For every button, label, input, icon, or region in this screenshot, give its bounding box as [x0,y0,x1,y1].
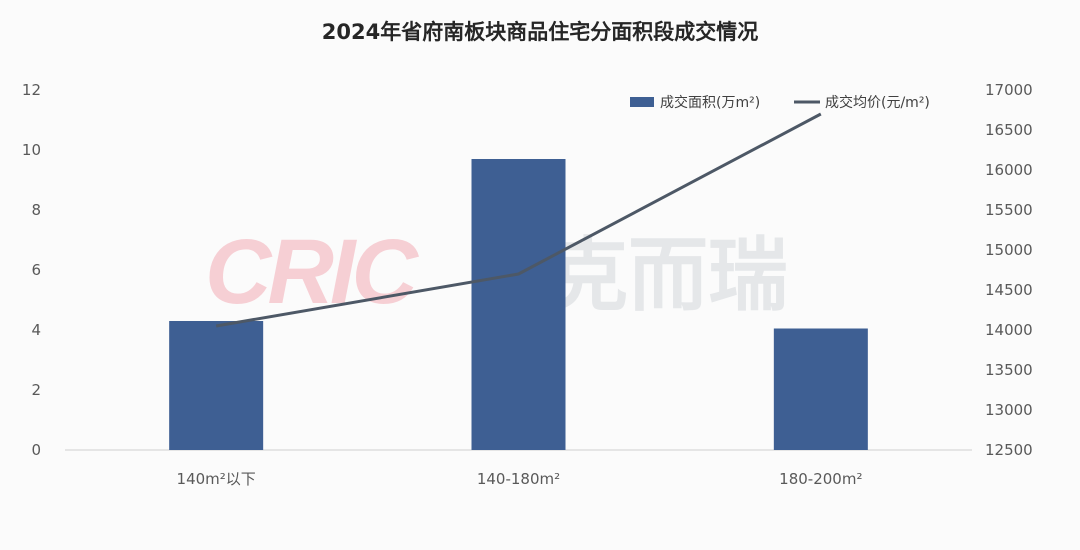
legend: 成交面积(万m²) 成交均价(元/m²) [630,94,930,111]
x-tick-label: 140-180m² [477,470,560,488]
right-tick-label: 15000 [985,241,1033,259]
right-tick-label: 15500 [985,201,1033,219]
legend-line-label: 成交均价(元/m²) [825,94,930,111]
left-tick-label: 12 [22,81,41,99]
x-tick-label: 180-200m² [779,470,862,488]
legend-bar-swatch [630,97,654,107]
x-axis-ticks: 140m²以下 140-180m² 180-200m² [177,470,863,488]
right-tick-label: 16000 [985,161,1033,179]
left-tick-label: 10 [22,141,41,159]
left-tick-label: 4 [31,321,41,339]
bar [773,328,868,450]
right-axis-ticks: 12500 13000 13500 14000 14500 15000 15500 16000… [985,81,1033,459]
x-tick-label: 140m²以下 [177,470,256,488]
right-tick-label: 14500 [985,281,1033,299]
bar-series [169,159,868,450]
bar [471,159,566,450]
right-tick-label: 14000 [985,321,1033,339]
chart-title: 2024年省府南板块商品住宅分面积段成交情况 [321,20,759,44]
bar [169,321,264,450]
right-tick-label: 17000 [985,81,1033,99]
right-tick-label: 13500 [985,361,1033,379]
svg-text:CRIC: CRIC [205,221,419,323]
svg-text:克而瑞: 克而瑞 [548,229,788,322]
left-tick-label: 8 [31,201,41,219]
legend-bar-label: 成交面积(万m²) [660,94,760,111]
left-tick-label: 2 [31,381,41,399]
right-tick-label: 13000 [985,401,1033,419]
right-tick-label: 12500 [985,441,1033,459]
left-tick-label: 0 [31,441,41,459]
left-tick-label: 6 [31,261,41,279]
watermark-logo: CRIC 克而瑞 [205,221,788,323]
right-tick-label: 16500 [985,121,1033,139]
left-axis-ticks: 0 2 4 6 8 10 12 [22,81,41,459]
line-series [215,112,822,328]
